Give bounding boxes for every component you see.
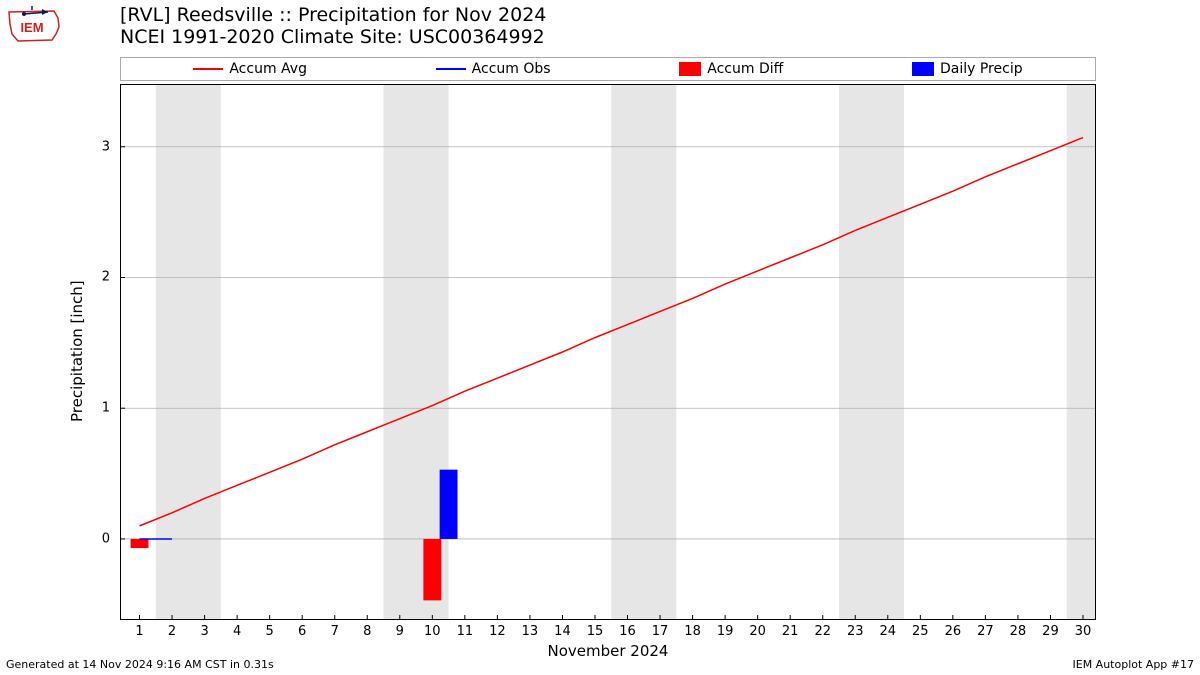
x-tick: 26 <box>945 624 962 639</box>
x-tick: 25 <box>912 624 929 639</box>
x-tick: 28 <box>1010 624 1027 639</box>
iem-logo: IEM <box>4 4 64 46</box>
x-tick: 15 <box>587 624 604 639</box>
x-tick: 24 <box>880 624 897 639</box>
y-axis-label: Precipitation [inch] <box>68 280 86 422</box>
x-tick: 23 <box>847 624 864 639</box>
x-tick: 7 <box>331 624 339 639</box>
x-tick: 6 <box>298 624 306 639</box>
x-tick: 10 <box>424 624 441 639</box>
legend-label: Accum Avg <box>229 61 307 77</box>
legend-item: Accum Obs <box>436 61 551 77</box>
title-line-2: NCEI 1991-2020 Climate Site: USC00364992 <box>120 26 546 48</box>
legend-item: Accum Avg <box>193 61 307 77</box>
x-tick: 14 <box>554 624 571 639</box>
legend-label: Accum Diff <box>707 61 783 77</box>
x-tick: 20 <box>749 624 766 639</box>
x-tick: 19 <box>717 624 734 639</box>
footer-app: IEM Autoplot App #17 <box>1073 658 1195 671</box>
chart-title: [RVL] Reedsville :: Precipitation for No… <box>120 4 546 48</box>
legend-patch-swatch <box>912 62 934 76</box>
legend-label: Daily Precip <box>940 61 1023 77</box>
x-tick: 18 <box>684 624 701 639</box>
x-tick: 17 <box>652 624 669 639</box>
y-tick: 0 <box>102 531 110 546</box>
legend-line-swatch <box>193 68 223 70</box>
x-tick: 2 <box>168 624 176 639</box>
x-tick: 16 <box>619 624 636 639</box>
x-tick: 9 <box>396 624 404 639</box>
legend-item: Accum Diff <box>679 61 783 77</box>
x-tick: 11 <box>457 624 474 639</box>
y-tick: 2 <box>102 270 110 285</box>
x-tick: 27 <box>977 624 994 639</box>
x-tick: 5 <box>266 624 274 639</box>
x-tick: 1 <box>135 624 143 639</box>
legend-label: Accum Obs <box>472 61 551 77</box>
x-tick: 3 <box>200 624 208 639</box>
legend: Accum Avg Accum Obs Accum Diff Daily Precip <box>120 57 1096 81</box>
footer-generated: Generated at 14 Nov 2024 9:16 AM CST in … <box>6 658 274 671</box>
x-tick: 29 <box>1042 624 1059 639</box>
precipitation-chart <box>120 84 1096 620</box>
legend-line-swatch <box>436 68 466 70</box>
x-tick: 22 <box>814 624 831 639</box>
title-line-1: [RVL] Reedsville :: Precipitation for No… <box>120 4 546 26</box>
y-tick: 1 <box>102 401 110 416</box>
x-tick: 21 <box>782 624 799 639</box>
x-tick: 13 <box>522 624 539 639</box>
svg-text:IEM: IEM <box>20 20 43 35</box>
x-tick: 4 <box>233 624 241 639</box>
y-tick: 3 <box>102 139 110 154</box>
x-tick: 8 <box>363 624 371 639</box>
x-tick: 12 <box>489 624 506 639</box>
legend-item: Daily Precip <box>912 61 1023 77</box>
x-tick: 30 <box>1075 624 1092 639</box>
legend-patch-swatch <box>679 62 701 76</box>
